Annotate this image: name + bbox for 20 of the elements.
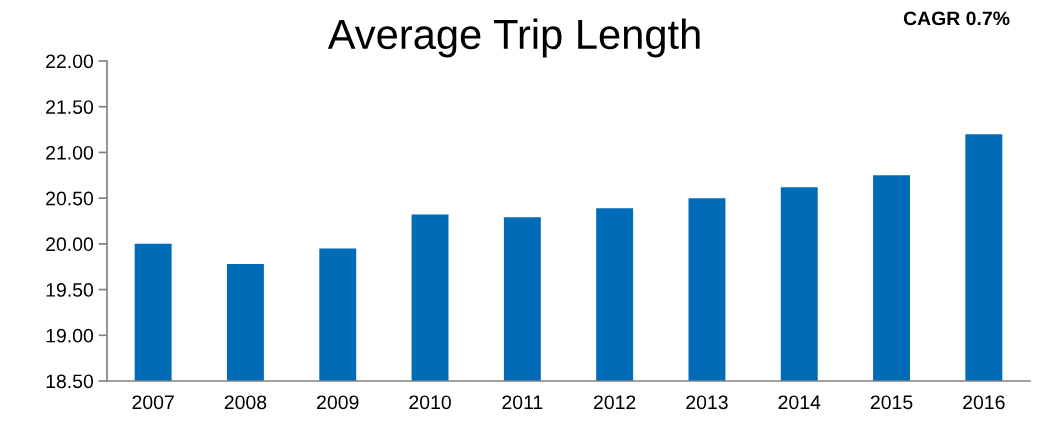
x-tick-label: 2008 (224, 395, 267, 410)
x-tick-label: 2007 (132, 395, 174, 410)
y-tick-label: 21.00 (46, 145, 94, 160)
y-tick-label: 20.50 (46, 191, 94, 206)
y-tick-label: 18.50 (46, 374, 94, 389)
y-tick-label: 19.50 (46, 283, 94, 297)
x-tick-label: 2010 (409, 395, 451, 410)
chart-title: Average Trip Length (327, 18, 700, 58)
y-tick-label: 19.00 (46, 328, 94, 343)
y-tick-label: 21.50 (46, 100, 94, 114)
x-tick-label: 2012 (594, 395, 636, 410)
x-tick-label: 2011 (502, 395, 543, 410)
x-tick-label: 2014 (778, 395, 821, 410)
y-tick-label: 20.00 (46, 237, 94, 252)
text: CAGR 0.7% (903, 11, 1010, 26)
x-tick-label: 2016 (963, 395, 1005, 410)
x-tick-label: 2015 (870, 395, 913, 410)
y-tick-label: 22.00 (46, 54, 94, 69)
x-tick-label: 2009 (317, 395, 359, 410)
x-tick-label: 2013 (686, 395, 728, 410)
